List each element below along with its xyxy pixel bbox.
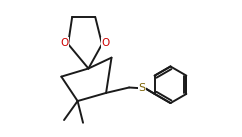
- Text: O: O: [60, 38, 68, 48]
- Text: O: O: [101, 38, 110, 48]
- Text: S: S: [138, 83, 146, 93]
